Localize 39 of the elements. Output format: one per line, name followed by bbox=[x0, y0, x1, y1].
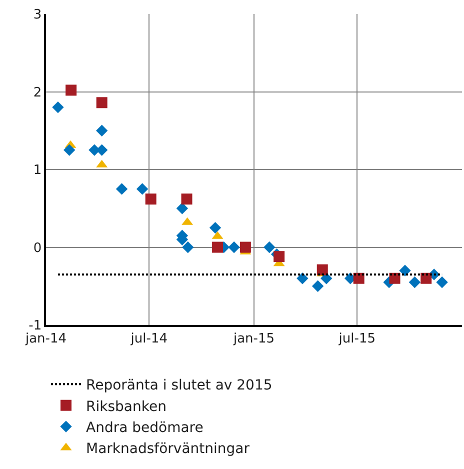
y-tick-label: 3 bbox=[33, 8, 42, 23]
point bbox=[389, 272, 400, 284]
point bbox=[264, 241, 276, 254]
point bbox=[96, 124, 108, 136]
point bbox=[66, 84, 77, 96]
point bbox=[316, 264, 328, 276]
point bbox=[182, 241, 194, 254]
point bbox=[420, 272, 432, 284]
y-tick-label: 2 bbox=[33, 85, 42, 100]
legend-label: Marknadsförväntningar bbox=[86, 441, 250, 458]
legend-label: Reporänta i slutet av 2015 bbox=[86, 378, 272, 394]
point bbox=[116, 183, 128, 195]
legend-label: Andra bedömare bbox=[86, 420, 204, 436]
point bbox=[408, 276, 421, 288]
x-tick-label: jul-14 bbox=[130, 331, 168, 346]
point bbox=[228, 241, 240, 254]
x-tick-label: jan-14 bbox=[24, 331, 67, 346]
point bbox=[181, 194, 192, 205]
y-tick-label: 0 bbox=[33, 240, 42, 256]
point bbox=[176, 202, 188, 214]
point bbox=[145, 194, 156, 205]
y-tick-label: 1 bbox=[33, 163, 42, 178]
point bbox=[64, 144, 76, 156]
point bbox=[274, 251, 285, 262]
y-tick-label: -1 bbox=[28, 318, 42, 334]
point bbox=[240, 242, 251, 253]
x-tick-label: jul-15 bbox=[338, 331, 376, 346]
point bbox=[296, 272, 308, 284]
point bbox=[399, 264, 411, 276]
point bbox=[209, 222, 222, 234]
point bbox=[212, 242, 224, 253]
point bbox=[136, 183, 148, 195]
point bbox=[96, 97, 108, 108]
point bbox=[436, 276, 448, 288]
point bbox=[353, 272, 364, 284]
point bbox=[312, 280, 324, 292]
legend-label: Riksbanken bbox=[86, 398, 166, 415]
x-tick-label: jan-15 bbox=[232, 331, 275, 346]
point bbox=[52, 101, 64, 114]
